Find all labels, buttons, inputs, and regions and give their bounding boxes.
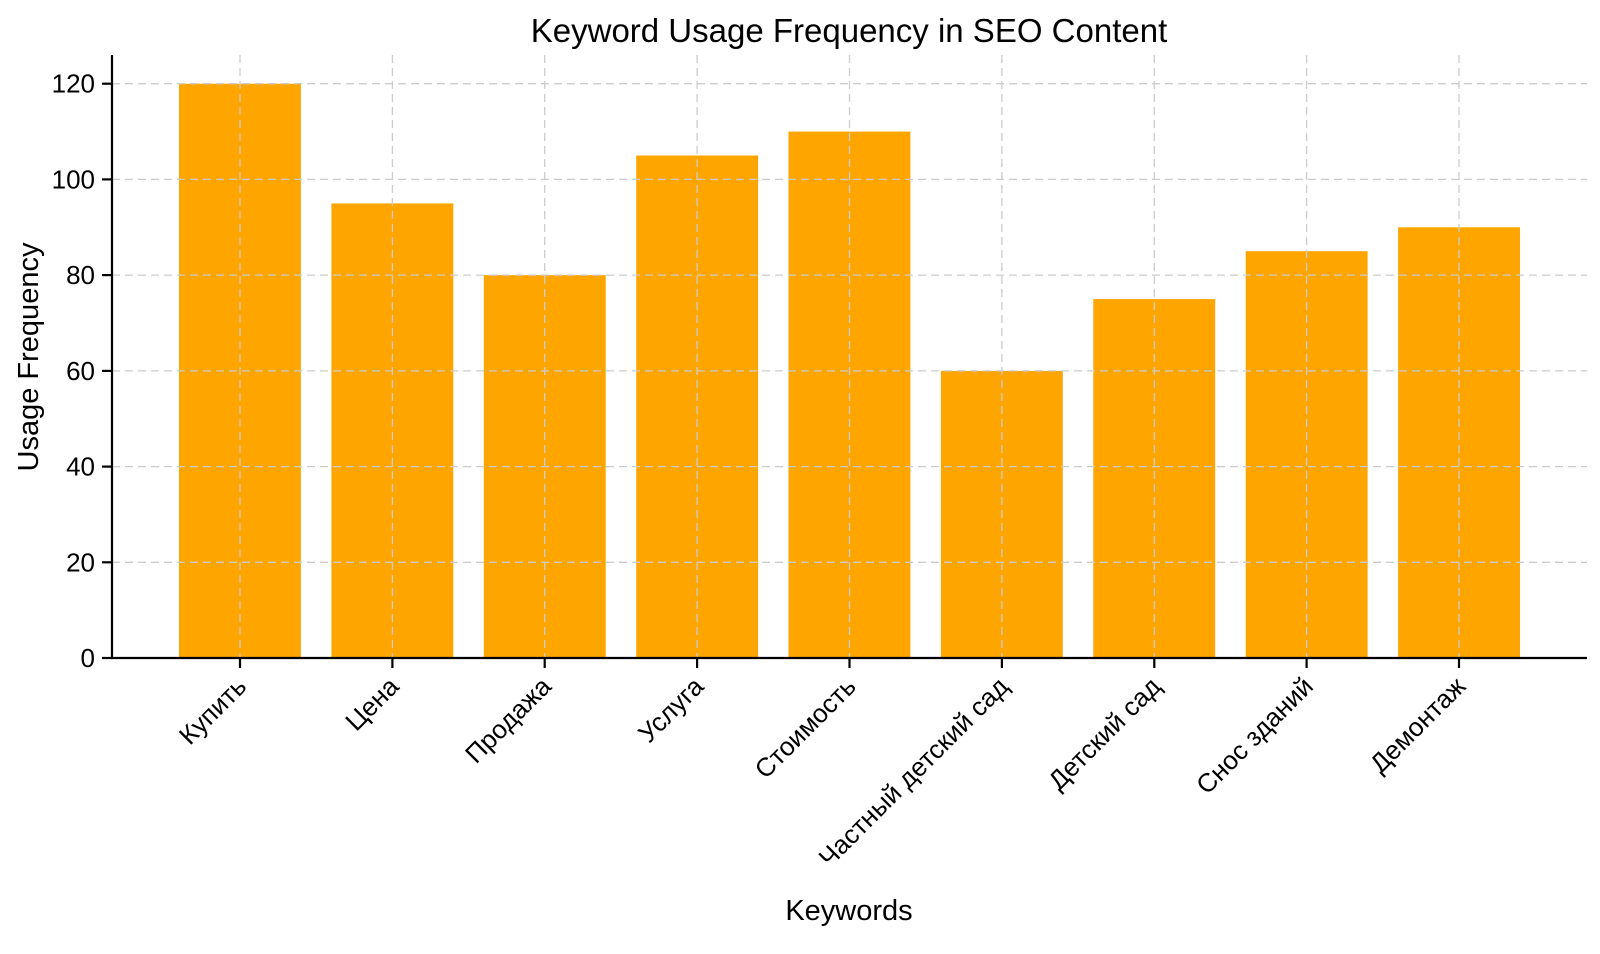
x-tick-label: Продажа	[459, 671, 557, 769]
y-tick-label: 60	[66, 356, 95, 386]
chart-title: Keyword Usage Frequency in SEO Content	[531, 12, 1168, 49]
bar	[1398, 227, 1520, 659]
gridlines-group	[112, 55, 1587, 658]
bar	[1245, 251, 1368, 658]
x-tick-label: Снос зданий	[1190, 671, 1319, 800]
axes-group	[102, 55, 1587, 668]
x-tick-label: Демонтаж	[1364, 671, 1472, 779]
y-tick-label: 120	[52, 69, 95, 99]
y-tick-label: 80	[66, 260, 95, 290]
y-tick-labels-group: 0 20 40 60 80 100 120	[52, 69, 95, 673]
x-tick-label: Цена	[339, 671, 405, 737]
x-axis-label: Keywords	[785, 895, 912, 927]
x-tick-label: Стоимость	[748, 671, 861, 784]
y-axis-label: Usage Frequency	[13, 242, 45, 471]
y-tick-label: 100	[52, 164, 95, 194]
y-tick-label: 20	[66, 547, 95, 577]
y-tick-label: 0	[81, 643, 95, 673]
y-tick-label: 40	[66, 452, 95, 482]
x-tick-label: Купить	[173, 671, 252, 750]
x-tick-labels-group: Купить Цена Продажа Услуга СтоимостьЧастный …	[173, 671, 1472, 873]
x-tick-label: Детский сад	[1042, 671, 1167, 796]
x-tick-label: Услуга	[632, 671, 710, 749]
